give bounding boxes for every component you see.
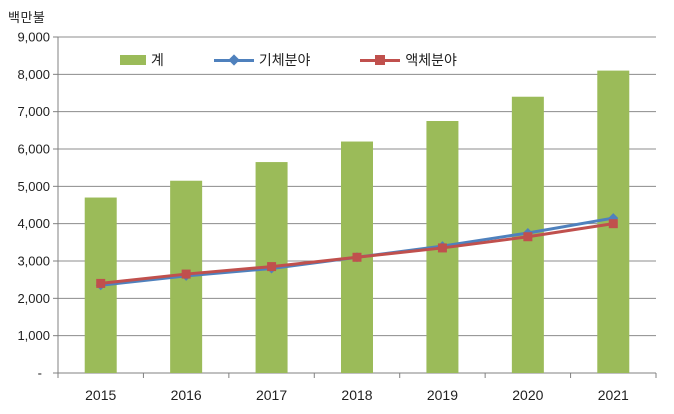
y-tick-label: 6,000 — [17, 142, 50, 157]
y-tick-label: - — [38, 366, 42, 381]
legend-label-total: 계 — [151, 52, 164, 68]
square-marker — [267, 262, 277, 272]
y-tick-label: 1,000 — [17, 328, 50, 343]
legend-label-gas: 기체분야 — [258, 52, 311, 68]
y-axis-unit-label: 백만불 — [8, 10, 46, 25]
x-axis-label: 2018 — [341, 387, 372, 403]
square-marker — [608, 219, 618, 229]
square-marker — [352, 252, 362, 262]
x-axis-label: 2019 — [427, 387, 458, 403]
x-axis-label: 2020 — [512, 387, 543, 403]
square-marker — [181, 269, 191, 279]
y-tick-label: 2,000 — [17, 291, 50, 306]
legend-item-gas: 기체분야 — [213, 50, 311, 70]
y-tick-label: 7,000 — [17, 104, 50, 119]
x-axis-label: 2017 — [256, 387, 287, 403]
square-marker — [96, 278, 106, 288]
y-tick-label: 4,000 — [17, 216, 50, 231]
y-tick-label: 3,000 — [17, 254, 50, 269]
x-axis-label: 2016 — [171, 387, 202, 403]
square-marker — [437, 243, 447, 253]
y-tick-label: 8,000 — [17, 67, 50, 82]
x-axis-label: 2021 — [598, 387, 629, 403]
y-tick-label: 5,000 — [17, 179, 50, 194]
legend-label-liquid: 액체분야 — [405, 52, 457, 68]
legend-item-total: 계 — [120, 50, 164, 70]
y-tick-label: 9,000 — [17, 30, 50, 45]
legend-swatch-line-diamond-icon — [213, 54, 254, 66]
legend-swatch-bar-icon — [120, 55, 146, 65]
square-marker — [523, 232, 533, 242]
legend-item-liquid: 액체분야 — [360, 50, 457, 70]
x-axis-label: 2015 — [85, 387, 116, 403]
legend: 계 기체분야 액체분야 — [120, 50, 457, 70]
legend-swatch-line-square-icon — [360, 54, 401, 66]
